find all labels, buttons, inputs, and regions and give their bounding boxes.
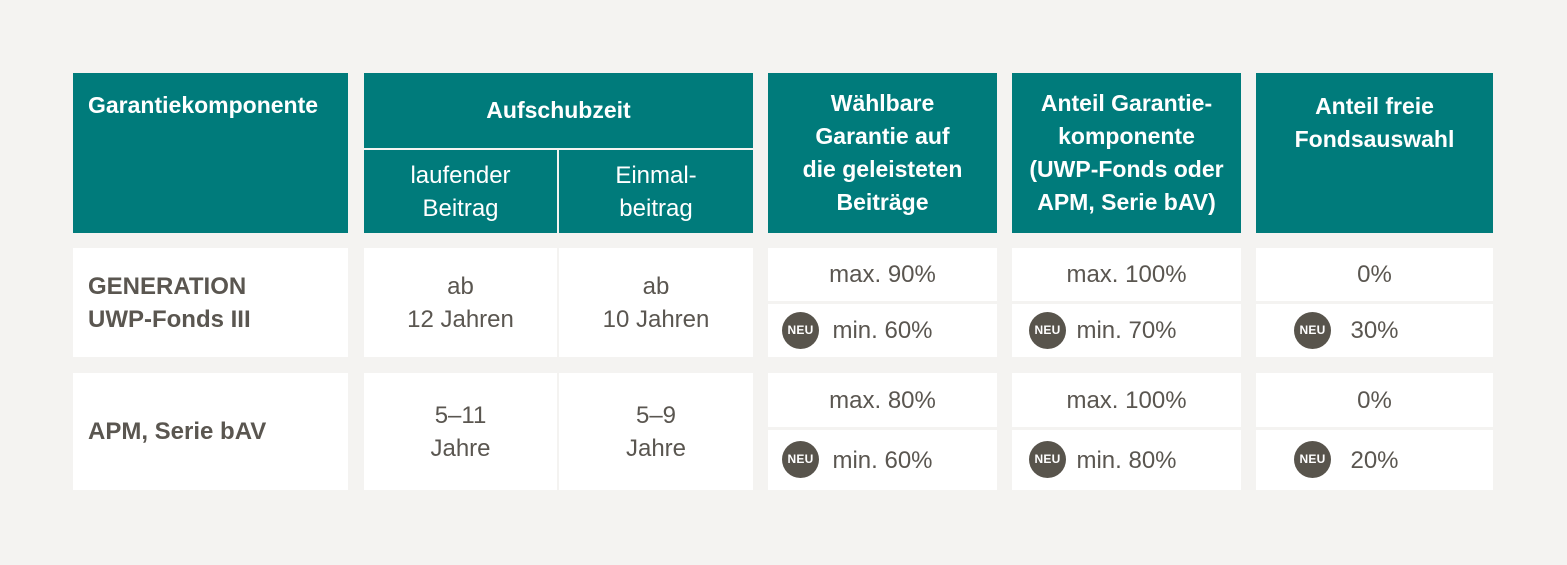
- neu-badge: NEU: [1294, 441, 1331, 478]
- header-waehlbare-garantie: Wählbare Garantie auf die geleisteten Be…: [768, 73, 997, 233]
- header-label: Wählbare Garantie auf die geleisteten Be…: [802, 90, 963, 215]
- neu-badge: NEU: [1294, 312, 1331, 349]
- cell-value: min. 70%: [1076, 317, 1177, 344]
- table-cell-anteil-min: NEU min. 80%: [1012, 430, 1241, 490]
- cell-value: max. 90%: [829, 261, 936, 288]
- row-name-label: GENERATION UWP-Fonds III: [88, 272, 251, 333]
- neu-badge: NEU: [782, 312, 819, 349]
- header-anteil-freie-fondsauswahl: Anteil freie Fondsauswahl: [1256, 73, 1493, 233]
- header-garantiekomponente: Garantiekomponente: [73, 73, 348, 233]
- table-cell-einmal: 5–9 Jahre: [559, 373, 753, 490]
- table-cell-einmal: ab 10 Jahren: [559, 248, 753, 357]
- header-aufschubzeit: Aufschubzeit: [364, 73, 753, 148]
- cell-value: 5–11 Jahre: [430, 401, 491, 462]
- row-name-label: APM, Serie bAV: [88, 418, 267, 445]
- header-anteil-garantiekomponente: Anteil Garantie- komponente (UWP-Fonds o…: [1012, 73, 1241, 233]
- table-cell-anteil-min: NEU min. 70%: [1012, 304, 1241, 357]
- header-label: Aufschubzeit: [486, 97, 631, 123]
- cell-value: 0%: [1357, 386, 1392, 414]
- table-cell-frei-bottom: NEU 30%: [1256, 304, 1493, 357]
- table-row-name: GENERATION UWP-Fonds III: [73, 248, 348, 357]
- header-laufender-beitrag: laufender Beitrag: [364, 150, 557, 233]
- header-label: laufender Beitrag: [410, 161, 511, 222]
- header-label: Einmal- beitrag: [615, 161, 697, 222]
- table-row-name: APM, Serie bAV: [73, 373, 348, 490]
- header-label: Anteil freie Fondsauswahl: [1294, 93, 1455, 152]
- neu-badge: NEU: [1029, 441, 1066, 478]
- header-label: Anteil Garantie- komponente (UWP-Fonds o…: [1029, 90, 1224, 215]
- table-cell-laufend: ab 12 Jahren: [364, 248, 557, 357]
- cell-value: 5–9 Jahre: [625, 401, 687, 462]
- cell-value: max. 80%: [829, 386, 936, 414]
- cell-value: min. 80%: [1076, 446, 1177, 474]
- cell-value: ab 12 Jahren: [407, 272, 514, 333]
- header-label: Garantiekomponente: [88, 92, 319, 118]
- neu-badge: NEU: [1029, 312, 1066, 349]
- table-cell-frei-top: 0%: [1256, 373, 1493, 427]
- table-cell-anteil-max: max. 100%: [1012, 248, 1241, 301]
- table-cell-garantie-max: max. 80%: [768, 373, 997, 427]
- table-cell-garantie-min: NEU min. 60%: [768, 430, 997, 490]
- cell-value: 30%: [1350, 317, 1399, 344]
- cell-value: min. 60%: [832, 317, 933, 344]
- table-cell-garantie-max: max. 90%: [768, 248, 997, 301]
- header-einmalbeitrag: Einmal- beitrag: [559, 150, 753, 233]
- cell-value: 0%: [1357, 261, 1392, 288]
- table-cell-garantie-min: NEU min. 60%: [768, 304, 997, 357]
- cell-value: ab 10 Jahren: [602, 272, 710, 333]
- cell-value: max. 100%: [1066, 386, 1187, 414]
- cell-value: max. 100%: [1066, 261, 1187, 288]
- table-cell-anteil-max: max. 100%: [1012, 373, 1241, 427]
- table-cell-frei-bottom: NEU 20%: [1256, 430, 1493, 490]
- neu-badge: NEU: [782, 441, 819, 478]
- cell-value: 20%: [1350, 446, 1399, 474]
- cell-value: min. 60%: [832, 446, 933, 474]
- table-cell-frei-top: 0%: [1256, 248, 1493, 301]
- table-cell-laufend: 5–11 Jahre: [364, 373, 557, 490]
